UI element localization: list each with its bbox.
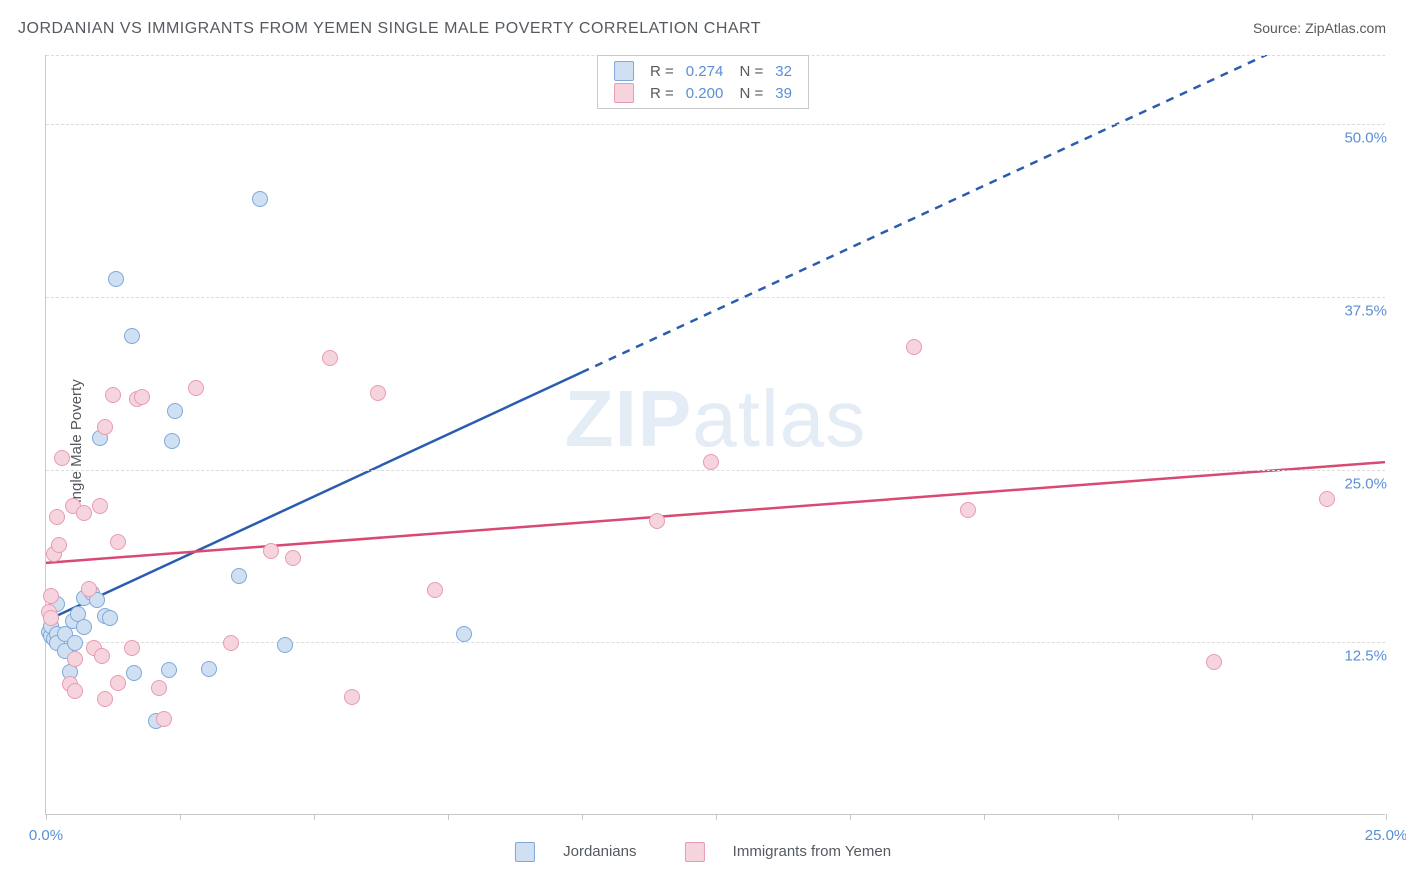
scatter-point <box>201 661 217 677</box>
y-tick-label: 12.5% <box>1340 648 1387 665</box>
legend-r-value: 0.274 <box>680 60 730 82</box>
scatter-point <box>649 513 665 529</box>
scatter-point <box>263 543 279 559</box>
legend-n-label: N = <box>729 82 769 104</box>
scatter-point <box>49 509 65 525</box>
scatter-point <box>156 711 172 727</box>
scatter-point <box>134 389 150 405</box>
x-tick <box>46 814 47 820</box>
scatter-point <box>703 454 719 470</box>
series-legend: Jordanians Immigrants from Yemen <box>491 842 915 862</box>
scatter-point <box>167 403 183 419</box>
x-tick <box>1386 814 1387 820</box>
gridline <box>46 470 1385 471</box>
scatter-point <box>344 689 360 705</box>
legend-r-value: 0.200 <box>680 82 730 104</box>
scatter-point <box>94 648 110 664</box>
correlation-legend: R =0.274 N =32R =0.200 N =39 <box>597 55 809 109</box>
x-tick <box>180 814 181 820</box>
scatter-point <box>126 665 142 681</box>
scatter-point <box>76 505 92 521</box>
x-tick <box>314 814 315 820</box>
scatter-point <box>161 662 177 678</box>
scatter-point <box>277 637 293 653</box>
legend-label: Immigrants from Yemen <box>733 843 891 860</box>
scatter-point <box>252 191 268 207</box>
scatter-point <box>67 651 83 667</box>
x-tick <box>448 814 449 820</box>
watermark: ZIPatlas <box>565 373 866 465</box>
scatter-point <box>43 588 59 604</box>
scatter-point <box>97 691 113 707</box>
scatter-point <box>322 350 338 366</box>
scatter-point <box>67 683 83 699</box>
legend-swatch <box>684 842 704 862</box>
x-tick <box>582 814 583 820</box>
source-label: Source: ZipAtlas.com <box>1253 20 1386 36</box>
scatter-point <box>105 387 121 403</box>
scatter-point <box>81 581 97 597</box>
legend-n-value: 39 <box>769 82 798 104</box>
x-tick <box>850 814 851 820</box>
scatter-point <box>231 568 247 584</box>
legend-swatch <box>614 61 634 81</box>
scatter-point <box>124 640 140 656</box>
scatter-point <box>285 550 301 566</box>
x-tick <box>1252 814 1253 820</box>
trend-lines <box>46 55 1385 814</box>
scatter-point <box>67 635 83 651</box>
legend-swatch <box>515 842 535 862</box>
legend-item: Jordanians <box>503 843 649 860</box>
x-tick-label: 0.0% <box>29 827 63 844</box>
gridline <box>46 124 1385 125</box>
legend-swatch <box>614 83 634 103</box>
x-tick <box>716 814 717 820</box>
scatter-point <box>223 635 239 651</box>
legend-n-value: 32 <box>769 60 798 82</box>
scatter-point <box>76 619 92 635</box>
scatter-point <box>51 537 67 553</box>
scatter-point <box>54 450 70 466</box>
scatter-point <box>370 385 386 401</box>
scatter-point <box>456 626 472 642</box>
scatter-point <box>97 419 113 435</box>
scatter-point <box>1206 654 1222 670</box>
scatter-point <box>960 502 976 518</box>
legend-row: R =0.274 N =32 <box>608 60 798 82</box>
legend-n-label: N = <box>729 60 769 82</box>
scatter-point <box>108 271 124 287</box>
x-tick <box>984 814 985 820</box>
scatter-point <box>188 380 204 396</box>
scatter-point <box>1319 491 1335 507</box>
gridline <box>46 297 1385 298</box>
scatter-point <box>151 680 167 696</box>
legend-r-label: R = <box>644 82 680 104</box>
legend-row: R =0.200 N =39 <box>608 82 798 104</box>
scatter-point <box>427 582 443 598</box>
scatter-point <box>92 498 108 514</box>
scatter-plot: ZIPatlas 12.5%25.0%37.5%50.0%0.0%25.0% <box>45 55 1385 815</box>
scatter-point <box>906 339 922 355</box>
y-tick-label: 25.0% <box>1340 475 1387 492</box>
scatter-point <box>164 433 180 449</box>
scatter-point <box>43 610 59 626</box>
scatter-point <box>110 675 126 691</box>
gridline <box>46 642 1385 643</box>
x-tick <box>1118 814 1119 820</box>
scatter-point <box>110 534 126 550</box>
chart-title: JORDANIAN VS IMMIGRANTS FROM YEMEN SINGL… <box>18 20 761 38</box>
x-tick-label: 25.0% <box>1365 827 1406 844</box>
scatter-point <box>102 610 118 626</box>
y-tick-label: 50.0% <box>1340 130 1387 147</box>
scatter-point <box>124 328 140 344</box>
legend-r-label: R = <box>644 60 680 82</box>
legend-item: Immigrants from Yemen <box>672 843 903 860</box>
y-tick-label: 37.5% <box>1340 302 1387 319</box>
legend-label: Jordanians <box>563 843 636 860</box>
